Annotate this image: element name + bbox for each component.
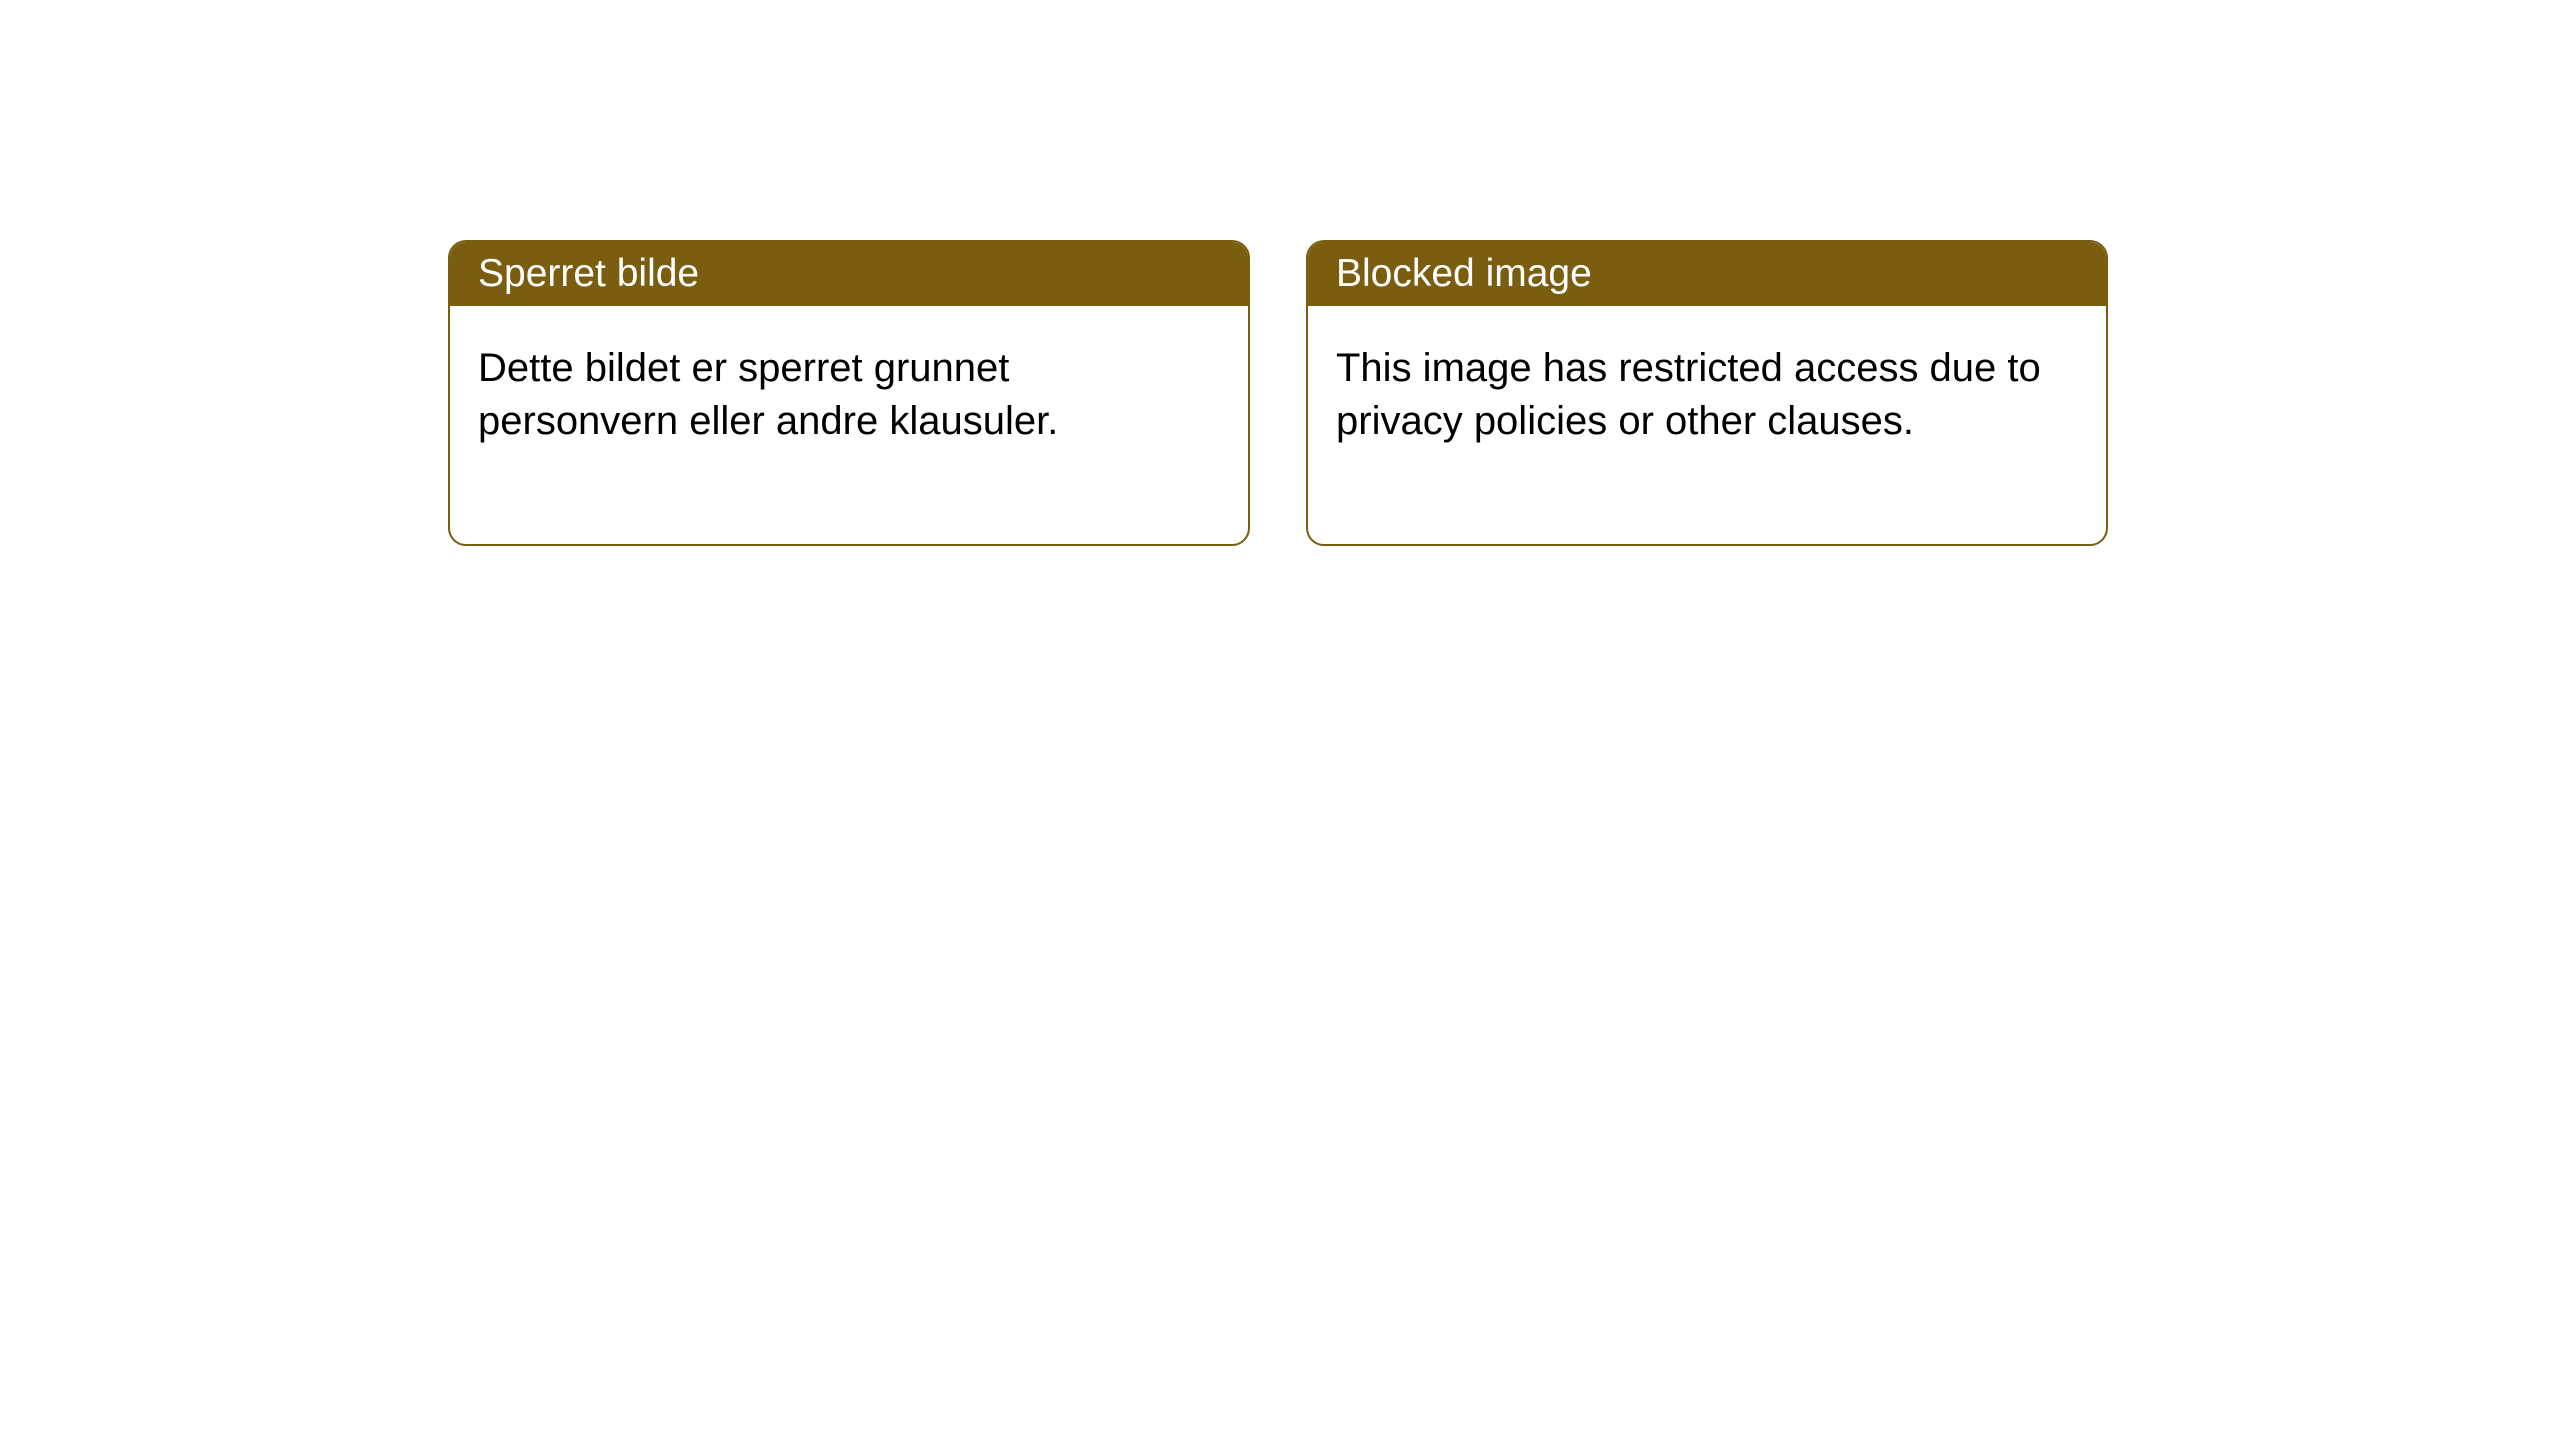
blocked-image-card-no: Sperret bilde Dette bildet er sperret gr… [448, 240, 1250, 546]
card-body-en: This image has restricted access due to … [1308, 306, 2106, 544]
card-header-en: Blocked image [1308, 242, 2106, 306]
card-body-no: Dette bildet er sperret grunnet personve… [450, 306, 1248, 544]
card-header-no: Sperret bilde [450, 242, 1248, 306]
blocked-image-card-en: Blocked image This image has restricted … [1306, 240, 2108, 546]
notice-container: Sperret bilde Dette bildet er sperret gr… [0, 0, 2560, 546]
